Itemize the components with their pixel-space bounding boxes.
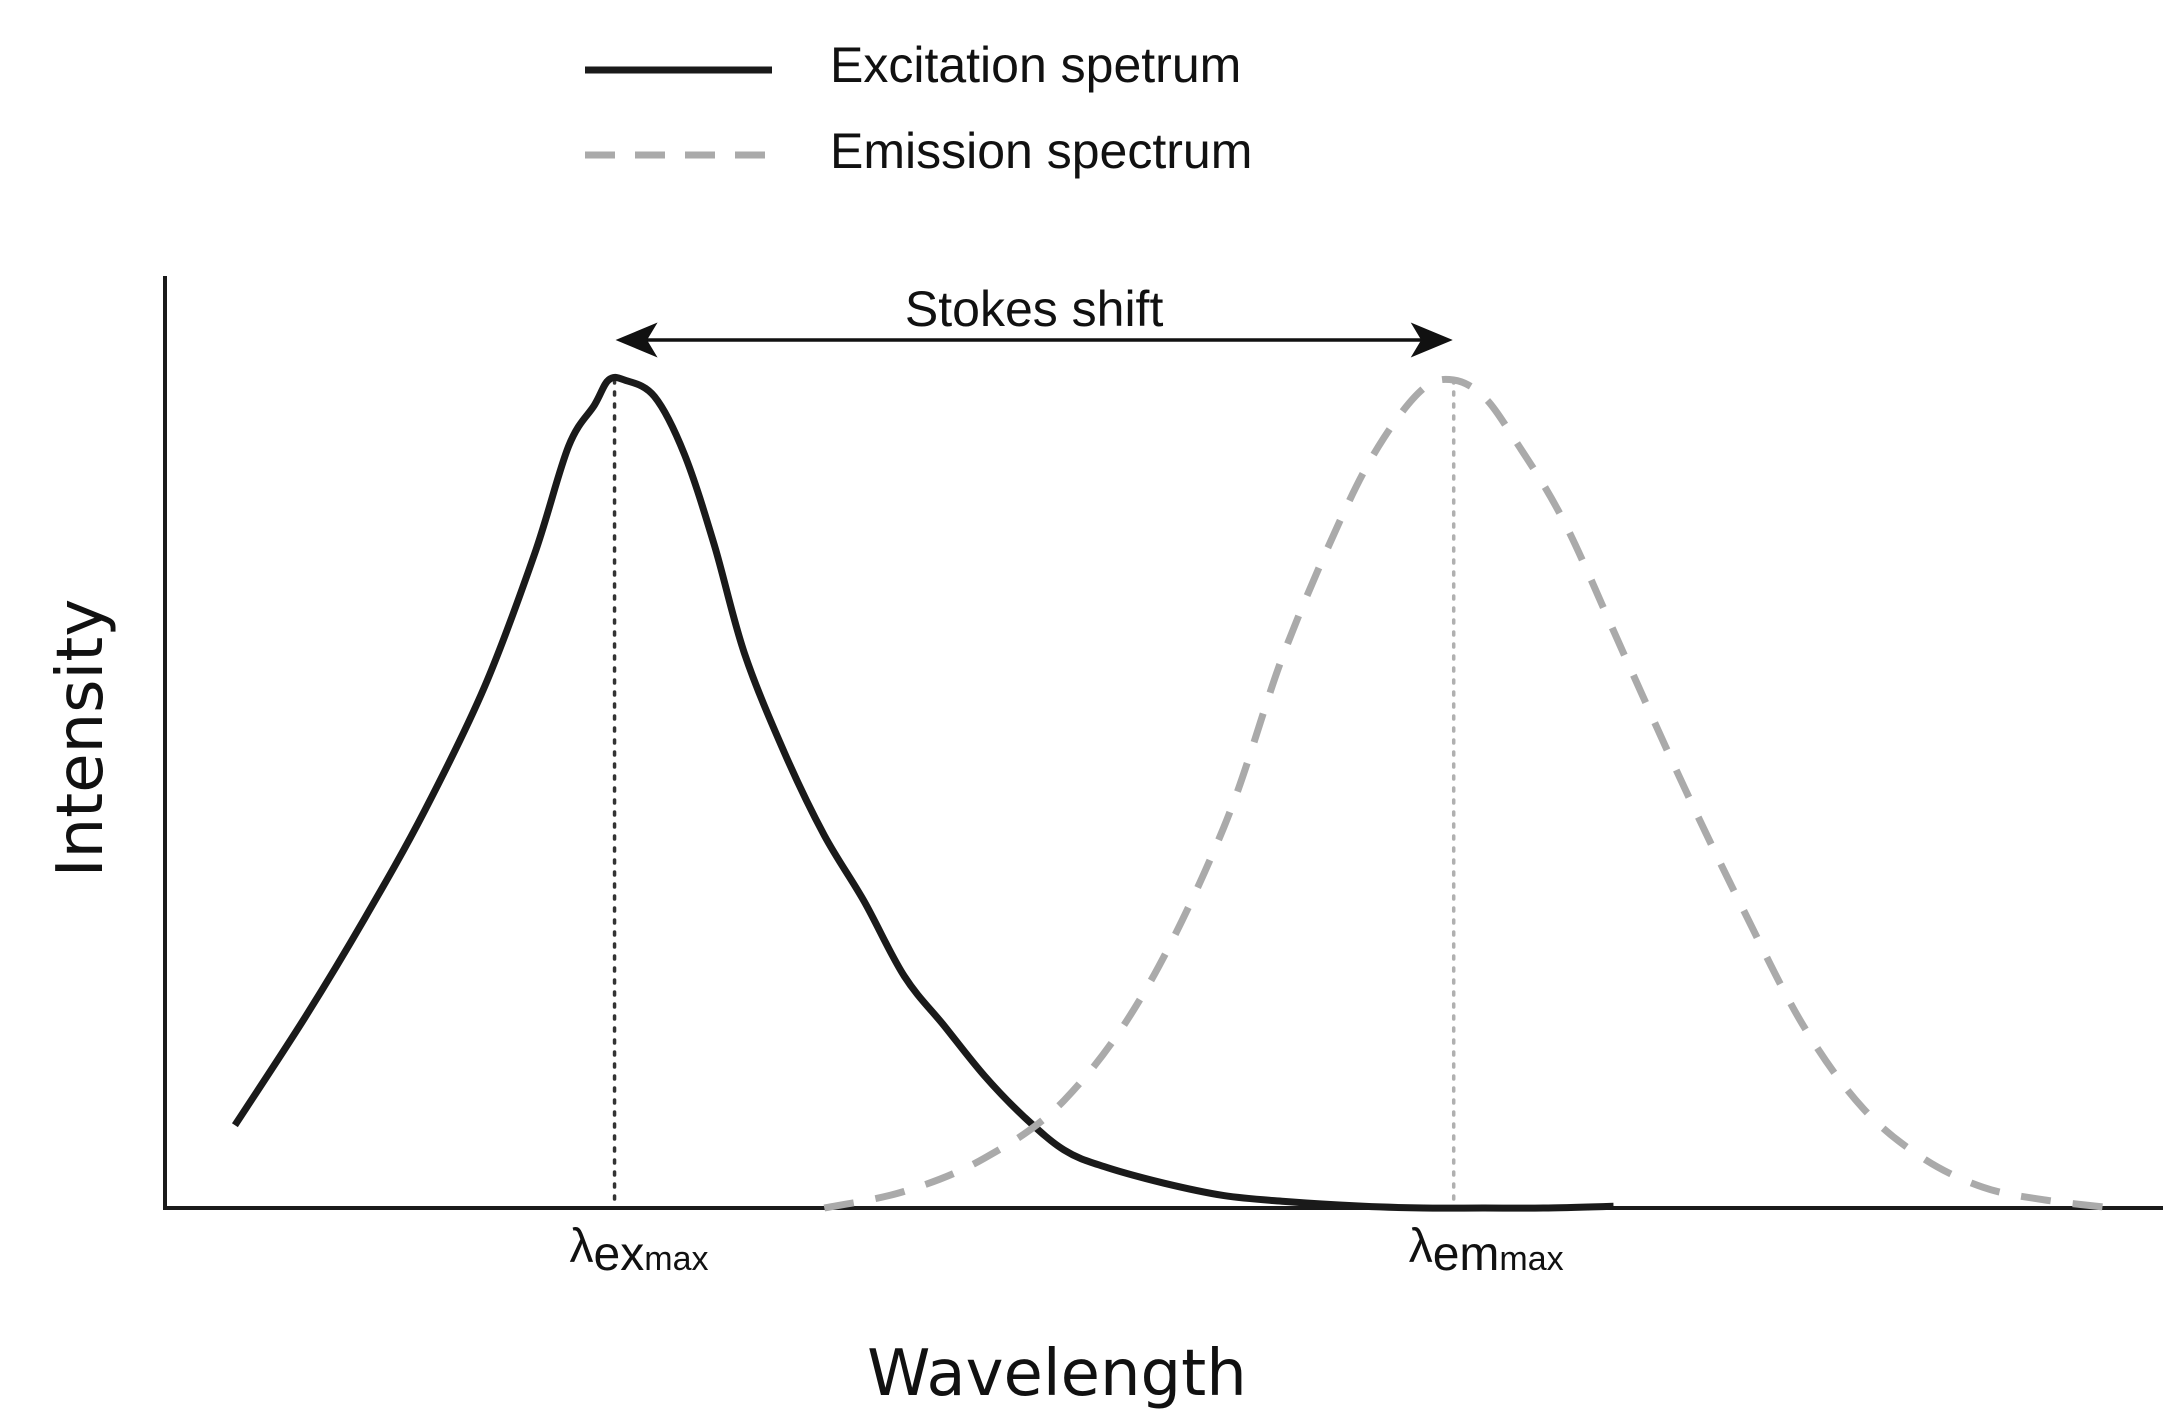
- lambda-em-max-label: λemmax: [1409, 1220, 1564, 1281]
- series-line-excitation: [231, 373, 1614, 1212]
- x-axis-title: Wavelength: [867, 1337, 1247, 1411]
- lambda-ex-max-label: λexmax: [570, 1220, 709, 1281]
- stokes-shift-label: Stokes shift: [905, 281, 1164, 337]
- y-axis-title: Intensity: [44, 599, 118, 878]
- axes: [163, 276, 2163, 1210]
- legend-label-excitation: Excitation spetrum: [830, 37, 1241, 93]
- plot-area: λexmax λemmax Stokes shift: [231, 281, 2114, 1281]
- series-line-emission: [823, 375, 2114, 1212]
- legend-label-emission: Emission spectrum: [830, 123, 1252, 179]
- legend: Excitation spetrum Emission spectrum: [585, 37, 1252, 179]
